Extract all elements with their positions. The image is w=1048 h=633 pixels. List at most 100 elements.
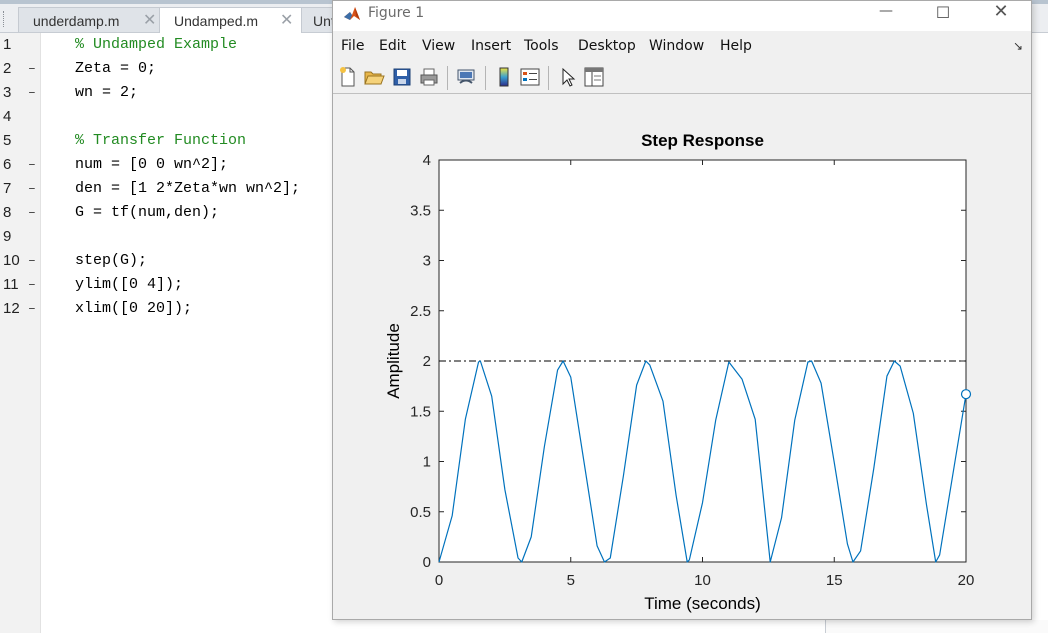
code-line[interactable]: 4 — [0, 105, 330, 129]
y-tick-label: 0 — [423, 554, 431, 571]
print-icon[interactable] — [418, 66, 440, 88]
menu-edit[interactable]: Edit — [379, 38, 407, 54]
code-line[interactable]: 8 – G = tf(num,den); — [0, 201, 330, 225]
x-tick-label: 0 — [435, 572, 443, 589]
save-icon[interactable] — [391, 66, 413, 88]
breakpoint-marker[interactable]: – — [28, 61, 36, 76]
code-text: den = [1 2*Zeta*wn wn^2]; — [75, 180, 301, 197]
close-icon[interactable]: ✕ — [143, 12, 157, 29]
line-number: 5 — [3, 132, 12, 149]
line-number-gutter — [0, 33, 41, 633]
tab-label: Unt — [313, 13, 335, 29]
menu-file[interactable]: File — [341, 38, 365, 54]
code-line[interactable]: 1 % Undamped Example — [0, 33, 330, 57]
legend-icon[interactable] — [519, 66, 541, 88]
line-number: 9 — [3, 228, 12, 245]
new-figure-icon[interactable] — [337, 66, 359, 88]
link-plot-icon[interactable] — [455, 66, 477, 88]
code-text: xlim([0 20]); — [75, 300, 193, 317]
code-line[interactable]: 12– xlim([0 20]); — [0, 297, 330, 321]
tab-bar-grip[interactable] — [3, 11, 6, 27]
x-axis-label: Time (seconds) — [644, 594, 761, 613]
step-response-line — [438, 360, 967, 563]
y-tick-label: 3.5 — [410, 202, 431, 219]
code-line[interactable]: 10– step(G); — [0, 249, 330, 273]
minimize-icon[interactable]: — — [879, 3, 893, 19]
close-icon[interactable]: ✕ — [993, 1, 1009, 22]
code-text: wn = 2; — [75, 84, 139, 101]
menu-insert[interactable]: Insert — [471, 38, 512, 54]
edit-plot-arrow-icon[interactable] — [557, 66, 579, 88]
step-response-chart[interactable]: 0 5 10 15 20 0 0.5 1 1.5 2 2.5 3 3.5 4 Step Response Ti… — [333, 95, 1031, 619]
code-text: Zeta = 0; — [75, 60, 157, 77]
menu-window[interactable]: Window — [649, 38, 705, 54]
code-line[interactable]: 3 – wn = 2; — [0, 81, 330, 105]
line-number: 11 — [3, 276, 19, 293]
maximize-icon[interactable]: ☐ — [935, 3, 951, 22]
breakpoint-marker[interactable]: – — [28, 157, 36, 172]
open-file-icon[interactable] — [363, 66, 385, 88]
y-tick-label: 0.5 — [410, 504, 431, 521]
line-number: 8 — [3, 204, 12, 221]
y-tick-label: 3 — [423, 253, 431, 270]
property-inspector-icon[interactable] — [583, 66, 605, 88]
chart-title: Step Response — [641, 131, 764, 150]
line-number: 10 — [3, 252, 20, 269]
y-tick-label: 4 — [423, 152, 431, 169]
code-line[interactable]: 2 – Zeta = 0; — [0, 57, 330, 81]
dock-arrow-icon[interactable]: ↘ — [1012, 39, 1023, 53]
code-text: G = tf(num,den); — [75, 204, 220, 221]
code-line[interactable]: 7 – den = [1 2*Zeta*wn wn^2]; — [0, 177, 330, 201]
y-tick-label: 2 — [423, 353, 431, 370]
code-comment: % Transfer Function — [75, 132, 247, 149]
figure-menu-bar: File Edit View Insert Tools Desktop Wind… — [333, 35, 1031, 59]
menu-help[interactable]: Help — [720, 38, 752, 54]
code-text: num = [0 0 wn^2]; — [75, 156, 229, 173]
x-tick-label: 15 — [826, 572, 843, 589]
tab-underdamp[interactable]: underdamp.m ✕ — [18, 7, 160, 32]
figure-title: Figure 1 — [368, 5, 425, 21]
toolbar-separator — [447, 66, 448, 90]
code-line[interactable]: 6 – num = [0 0 wn^2]; — [0, 153, 330, 177]
x-tick-label: 10 — [694, 572, 711, 589]
line-number: 4 — [3, 108, 12, 125]
matlab-logo-icon — [344, 7, 360, 20]
tab-label: Undamped.m — [174, 13, 259, 29]
tab-undamped[interactable]: Undamped.m ✕ — [159, 7, 302, 33]
y-tick-label: 1.5 — [410, 403, 431, 420]
menu-view[interactable]: View — [422, 38, 456, 54]
code-line[interactable]: 5 % Transfer Function — [0, 129, 330, 153]
breakpoint-marker[interactable]: – — [28, 85, 36, 100]
menu-desktop[interactable]: Desktop — [578, 38, 636, 54]
tab-label: underdamp.m — [33, 13, 120, 29]
colorbar-icon[interactable] — [493, 66, 515, 88]
toolbar-separator — [548, 66, 549, 90]
line-number: 6 — [3, 156, 12, 173]
breakpoint-marker[interactable]: – — [28, 181, 36, 196]
x-tick-label: 20 — [958, 572, 975, 589]
y-tick-label: 2.5 — [410, 303, 431, 320]
toolbar-separator — [485, 66, 486, 90]
line-number: 3 — [3, 84, 12, 101]
code-comment: % Undamped Example — [75, 36, 238, 53]
x-tick-label: 5 — [567, 572, 575, 589]
line-number: 7 — [3, 180, 12, 197]
y-tick-label: 1 — [423, 454, 431, 471]
breakpoint-marker[interactable]: – — [28, 253, 36, 268]
figure-toolbar — [333, 61, 1031, 94]
breakpoint-marker[interactable]: – — [28, 301, 36, 316]
breakpoint-marker[interactable]: – — [28, 277, 36, 292]
plot-area[interactable]: 0 5 10 15 20 0 0.5 1 1.5 2 2.5 3 3.5 4 Step Response Ti… — [333, 95, 1031, 619]
figure-title-bar[interactable]: Figure 1 — ☐ ✕ — [333, 1, 1031, 31]
close-icon[interactable]: ✕ — [280, 12, 294, 29]
menu-tools[interactable]: Tools — [524, 38, 559, 54]
line-number: 12 — [3, 300, 20, 317]
data-tip-marker[interactable] — [960, 389, 972, 400]
code-text: ylim([0 4]); — [75, 276, 184, 293]
code-line[interactable]: 11– ylim([0 4]); — [0, 273, 330, 297]
y-axis-label: Amplitude — [384, 323, 403, 399]
code-line[interactable]: 9 — [0, 225, 330, 249]
code-text: step(G); — [75, 252, 148, 269]
breakpoint-marker[interactable]: – — [28, 205, 36, 220]
figure-window[interactable]: Figure 1 — ☐ ✕ File Edit View Insert Too… — [332, 0, 1032, 620]
